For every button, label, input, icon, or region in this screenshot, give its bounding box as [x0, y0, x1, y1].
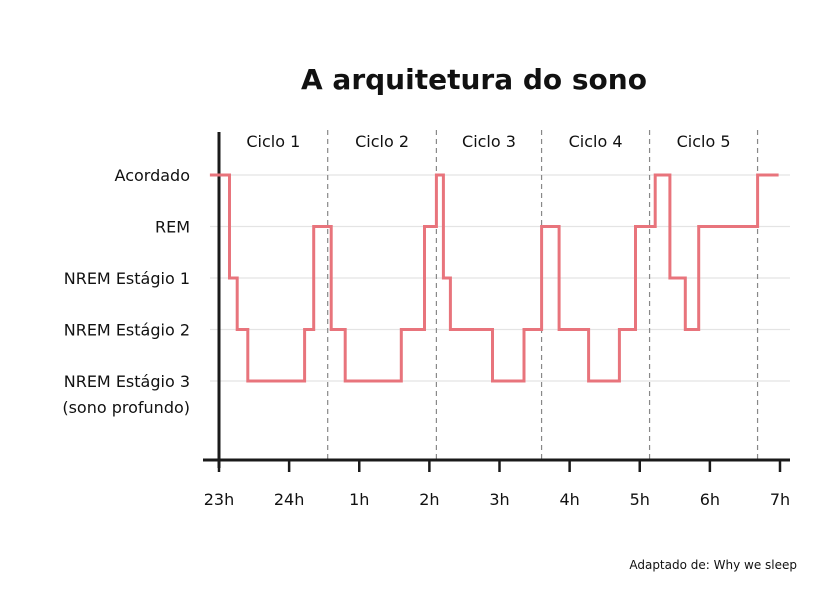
stage-label: NREM Estágio 2: [64, 321, 190, 340]
x-axis-ticks: 23h 24h 1h 2h 3h 4h 5h 6h 7h: [204, 460, 790, 509]
cycle-labels: Ciclo 1 Ciclo 2 Ciclo 3 Ciclo 4 Ciclo 5: [246, 132, 730, 151]
x-tick-label: 23h: [204, 490, 235, 509]
x-tick-label: 4h: [559, 490, 579, 509]
stage-label: NREM Estágio 1: [64, 269, 190, 288]
cycle-label: Ciclo 2: [355, 132, 409, 151]
cycle-label: Ciclo 1: [246, 132, 300, 151]
y-axis-labels: Acordado REM NREM Estágio 1 NREM Estágio 2 N…: [62, 166, 190, 417]
stage-label: REM: [155, 218, 190, 237]
cycle-label: Ciclo 3: [462, 132, 516, 151]
axes: [203, 132, 790, 468]
x-tick-label: 5h: [630, 490, 650, 509]
cycle-label: Ciclo 5: [677, 132, 731, 151]
sleep-stage-line: [209, 173, 779, 383]
stage-label: NREM Estágio 3: [64, 372, 190, 391]
stage-label-sub: (sono profundo): [62, 398, 190, 417]
x-tick-label: 24h: [274, 490, 305, 509]
stage-label: Acordado: [115, 166, 190, 185]
chart-title: A arquitetura do sono: [301, 63, 647, 96]
x-tick-label: 2h: [419, 490, 439, 509]
source-note: Adaptado de: Why we sleep: [629, 558, 797, 572]
x-tick-label: 7h: [770, 490, 790, 509]
x-tick-label: 3h: [489, 490, 509, 509]
hypnogram-series: [209, 173, 779, 383]
grid-lines: [210, 174, 790, 382]
x-tick-label: 1h: [349, 490, 369, 509]
x-tick-label: 6h: [700, 490, 720, 509]
cycle-label: Ciclo 4: [569, 132, 623, 151]
